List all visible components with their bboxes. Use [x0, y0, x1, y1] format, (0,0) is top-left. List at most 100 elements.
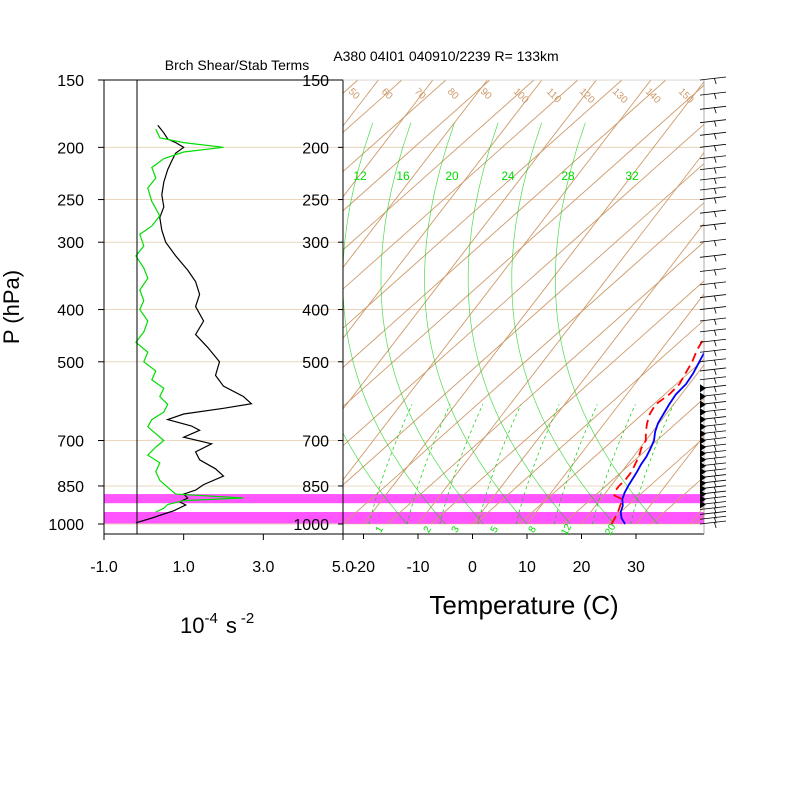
wind-barb-flag — [700, 484, 706, 493]
wind-barb-flag — [700, 384, 706, 393]
x-tick-label: -20 — [352, 559, 375, 576]
x-tick-label: 5.0 — [332, 559, 354, 576]
wind-barb-flag — [700, 461, 706, 470]
left-panel-title: Brch Shear/Stab Terms — [165, 57, 309, 73]
y-tick-label: 250 — [57, 193, 84, 210]
y-tick-label: 400 — [302, 303, 329, 320]
wind-barb — [699, 238, 727, 247]
wind-barb-flag — [700, 490, 706, 499]
mixing-ratio-line — [406, 404, 451, 525]
theta-label: 80 — [445, 86, 461, 102]
wind-barb — [699, 143, 727, 152]
isotherm — [635, 434, 704, 525]
wind-barb-flag — [700, 415, 706, 424]
skewt-x-axis-label: Temperature (C) — [429, 590, 618, 620]
wind-barb — [699, 294, 727, 302]
highlight-band — [104, 511, 704, 524]
mixing-ratio-line — [477, 404, 522, 525]
wind-barb — [699, 281, 727, 290]
x-tick-label: 0 — [468, 559, 477, 576]
dry-adiabat — [474, 319, 704, 525]
left-x-ticks: -1.0 1.0 3.0 5.0 — [90, 534, 354, 576]
y-tick-label: 1000 — [48, 517, 84, 534]
dry-adiabat — [694, 515, 704, 525]
wind-barb — [699, 520, 727, 529]
isotherm — [745, 80, 800, 524]
wind-barb — [699, 306, 727, 314]
mixing-ratio-label: 3 — [450, 524, 463, 535]
mixing-ratio-label: 16 — [396, 169, 410, 183]
theta-label: 110 — [544, 86, 563, 105]
wind-barb — [699, 490, 727, 499]
wind-barb-flag — [700, 455, 706, 464]
wind-barbs — [699, 76, 727, 529]
mixing-ratio-label: 28 — [561, 169, 575, 183]
wind-barb-flag — [700, 443, 706, 452]
isotherm — [581, 364, 704, 525]
wind-barb-flag — [700, 408, 706, 417]
y-tick-label: 700 — [302, 434, 329, 451]
wind-barb — [699, 455, 727, 464]
mixing-ratio-label: 2 — [422, 524, 435, 535]
dry-adiabat — [518, 358, 704, 525]
wind-barb — [699, 209, 727, 218]
theta-label: 150 — [676, 86, 696, 106]
wind-barb — [699, 253, 727, 262]
wind-barb — [699, 443, 727, 452]
temperature-profile — [619, 351, 704, 525]
mixing-ratio-label: 20 — [445, 169, 459, 183]
dry-adiabat — [739, 61, 800, 524]
mixing-ratio-line — [592, 404, 636, 525]
wind-barb — [699, 222, 727, 231]
skewt-background-lines — [0, 61, 800, 525]
moist-adiabat — [424, 122, 528, 525]
skewt-y-ticks: 150 200 250 300 400 500 700 850 1000 — [293, 73, 343, 534]
moist-adiabat — [380, 122, 484, 525]
x-tick-label: -10 — [406, 559, 429, 576]
mixing-ratio-line — [515, 404, 560, 525]
wind-barb — [699, 408, 727, 417]
mixing-ratio-label: 20 — [603, 522, 618, 538]
x-tick-label: 10 — [518, 559, 536, 576]
y-tick-label: 150 — [57, 73, 84, 90]
mixing-ratio-line — [553, 404, 598, 525]
y-tick-label: 500 — [57, 355, 84, 372]
wind-barb — [699, 176, 727, 185]
dewpoint-profile — [610, 336, 704, 525]
wind-barb — [699, 105, 727, 114]
wind-barb-flag — [700, 436, 706, 445]
wind-barb — [699, 155, 727, 163]
theta-label: 70 — [412, 86, 428, 102]
isotherm — [343, 80, 652, 481]
y-tick-label: 200 — [57, 140, 84, 157]
y-tick-label: 500 — [302, 355, 329, 372]
mixing-ratio-label: 12 — [353, 169, 367, 183]
wind-barb — [699, 479, 727, 488]
isotherm — [0, 80, 269, 524]
wind-barb-flag — [700, 392, 706, 401]
wind-barb — [699, 484, 727, 493]
mixing-ratio-label: 8 — [527, 524, 540, 535]
wind-barb-flag — [700, 467, 706, 476]
wind-barb — [699, 348, 727, 357]
theta-label: 100 — [511, 86, 531, 106]
y-tick-label: 250 — [302, 193, 329, 210]
mixing-ratio-label: 24 — [501, 169, 515, 183]
dry-adiabat — [343, 80, 535, 251]
mixing-ratio-label: 12 — [559, 522, 574, 538]
left-y-axis-label: P (hPa) — [0, 270, 24, 344]
dry-adiabat — [343, 162, 704, 486]
wind-barb — [699, 328, 727, 336]
wind-barb — [699, 196, 727, 204]
wind-barb — [699, 376, 727, 384]
dry-adiabat — [343, 123, 704, 447]
x-tick-label: 20 — [573, 559, 591, 576]
wind-barb — [699, 131, 727, 140]
dry-adiabat — [343, 80, 623, 329]
dry-adiabat — [562, 397, 704, 525]
moist-adiabat — [555, 122, 659, 525]
wind-barb — [699, 449, 727, 458]
wind-barb-flag — [700, 422, 706, 431]
mixing-ratio-label: 5 — [489, 524, 502, 535]
